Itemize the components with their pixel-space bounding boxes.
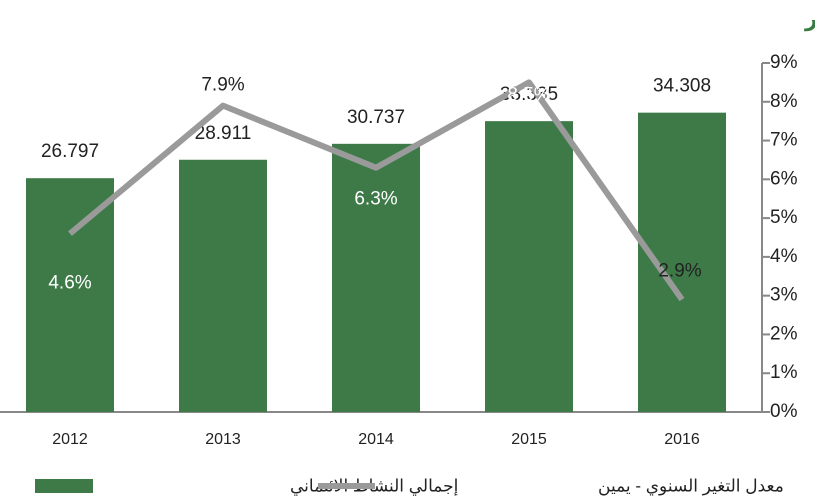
- bar: [179, 159, 267, 412]
- y2-tick-label: 2%: [770, 323, 798, 344]
- legend-swatch: [35, 479, 93, 493]
- y2-tick-label: 9%: [770, 52, 798, 73]
- bar: [332, 143, 420, 412]
- bar-value-label: 30.737: [347, 107, 405, 128]
- chart-title: تطور حجم التسهيلات الإئتمانية الممنوحة م…: [804, 6, 815, 32]
- y2-tick-label: 8%: [770, 91, 798, 112]
- x-tick-label: 2013: [205, 431, 241, 448]
- y2-tick-label: 4%: [770, 246, 798, 267]
- bar-value-label: 34.308: [653, 76, 711, 97]
- y2-tick-label: 6%: [770, 168, 798, 189]
- bar: [485, 121, 573, 412]
- y2-tick-label: 7%: [770, 130, 798, 151]
- line-value-label: 7.9%: [201, 75, 244, 96]
- line-value-label: 8.5%: [507, 84, 550, 105]
- bar: [26, 178, 114, 412]
- x-tick-label: 2015: [511, 431, 547, 448]
- x-tick-label: 2014: [358, 431, 394, 448]
- y2-tick-label: 5%: [770, 207, 798, 228]
- legend-label: معدل التغير السنوي - يمين: [598, 476, 784, 496]
- y2-tick-label: 1%: [770, 362, 798, 383]
- x-tick-label: 2012: [52, 431, 88, 448]
- y2-tick-label: 3%: [770, 285, 798, 306]
- x-tick-label: 2016: [664, 431, 700, 448]
- y2-tick-label: 0%: [770, 401, 798, 422]
- bar-value-label: 28.911: [195, 123, 252, 144]
- line-value-label: 6.3%: [354, 189, 397, 210]
- line: [68, 79, 685, 302]
- bar-value-label: 26.797: [41, 141, 99, 162]
- line-value-label: 2.9%: [658, 261, 701, 282]
- line-value-label: 4.6%: [48, 273, 91, 294]
